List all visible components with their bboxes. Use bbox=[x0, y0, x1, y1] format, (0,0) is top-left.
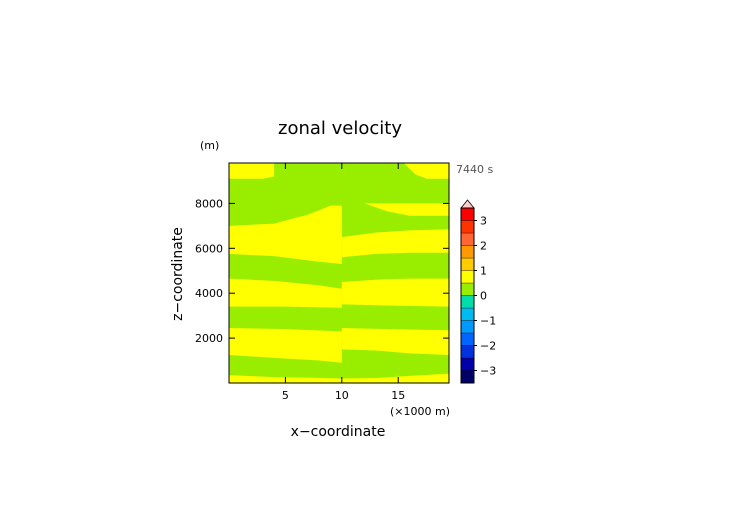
colorbar-tick-label: 1 bbox=[480, 265, 487, 278]
plot-frame bbox=[228, 162, 450, 384]
contour-band-2-right bbox=[341, 278, 449, 307]
colorbar-segment bbox=[460, 270, 475, 284]
colorbar: 3 2 1 0 −1 −2 −3 bbox=[460, 199, 496, 384]
colorbar-tick-label: 2 bbox=[480, 240, 487, 253]
time-label: 7440 s bbox=[456, 163, 493, 176]
colorbar-segment bbox=[460, 295, 475, 309]
colorbar-tick-label: 3 bbox=[480, 215, 487, 228]
y-tick-label: 4000 bbox=[195, 287, 223, 300]
colorbar-segment bbox=[460, 282, 475, 296]
x-tick-label: 10 bbox=[335, 389, 349, 402]
y-tick-label: 6000 bbox=[195, 242, 223, 255]
colorbar-tick-label: −1 bbox=[480, 315, 496, 328]
contour-band-4-left bbox=[229, 163, 275, 179]
x-tick-label: 5 bbox=[282, 389, 289, 402]
axes: 5 10 15 2000 4000 6000 8000 bbox=[195, 162, 450, 402]
colorbar-segment bbox=[460, 245, 475, 259]
contour-band-2-left bbox=[229, 278, 342, 308]
y-tick-label: 8000 bbox=[195, 197, 223, 210]
contour-band-1-right bbox=[341, 328, 449, 355]
contour-band-4-right bbox=[341, 203, 449, 216]
x-axis-label: x−coordinate bbox=[291, 424, 386, 440]
x-unit-label: (×1000 m) bbox=[390, 405, 450, 418]
contour-band-5-right bbox=[403, 163, 449, 179]
colorbar-segment bbox=[460, 370, 475, 384]
colorbar-segment bbox=[460, 332, 475, 346]
chart-title: zonal velocity bbox=[278, 118, 402, 139]
contour-band-3-right bbox=[341, 229, 449, 258]
contour-band-1-left bbox=[229, 328, 342, 363]
colorbar-segment bbox=[460, 357, 475, 371]
colorbar-tick-label: −2 bbox=[480, 340, 496, 353]
colorbar-segment bbox=[460, 220, 475, 234]
colorbar-tick-label: 0 bbox=[480, 290, 487, 303]
x-tick-label: 15 bbox=[391, 389, 405, 402]
colorbar-segment bbox=[460, 307, 475, 321]
colorbar-segment bbox=[460, 320, 475, 334]
colorbar-segment bbox=[460, 207, 475, 221]
colorbar-segment bbox=[460, 232, 475, 246]
colorbar-tick-label: −3 bbox=[480, 365, 496, 378]
colorbar-over-triangle bbox=[460, 199, 475, 209]
y-tick-label: 2000 bbox=[195, 332, 223, 345]
colorbar-segment bbox=[460, 257, 475, 271]
colorbar-segment bbox=[460, 345, 475, 359]
contour-band-0-right bbox=[341, 373, 449, 383]
y-axis-label: z−coordinate bbox=[170, 227, 186, 321]
y-unit-label: (m) bbox=[200, 139, 219, 152]
heatmap-plot bbox=[229, 163, 449, 383]
contour-band-3-left bbox=[229, 205, 342, 265]
